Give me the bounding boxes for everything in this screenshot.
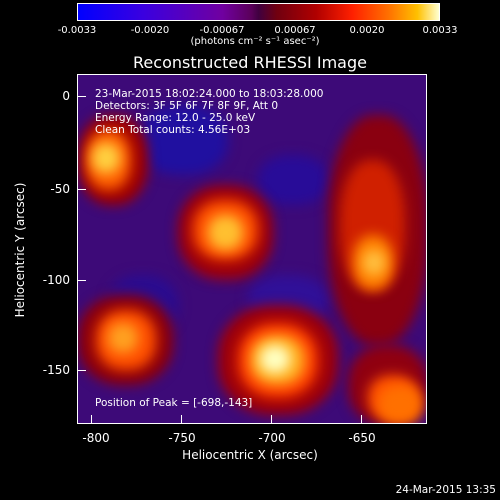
time-range-text: 23-Mar-2015 18:02:24.000 to 18:03:28.000 <box>95 88 324 100</box>
x-tick <box>181 415 182 423</box>
x-tick <box>361 415 362 423</box>
colorbar-tick-label: 0.00067 <box>274 25 316 36</box>
colorbar-tick-label: 0.0033 <box>422 25 458 36</box>
y-tick <box>78 189 86 190</box>
emission-source <box>92 143 120 173</box>
x-tick <box>91 415 92 423</box>
y-tick-label: -150 <box>42 363 70 377</box>
energy-range-text: Energy Range: 12.0 - 25.0 keV <box>95 112 256 124</box>
y-tick-label: -50 <box>50 182 70 196</box>
x-tick <box>271 415 272 423</box>
peak-position-text: Position of Peak = [-698,-143] <box>95 397 253 409</box>
footer-timestamp: 24-Mar-2015 13:35 <box>395 484 496 496</box>
colorbar-unit: (photons cm⁻² s⁻¹ asec⁻²) <box>190 36 320 47</box>
low-emission-region <box>138 105 228 175</box>
detectors-text: Detectors: 3F 5F 6F 7F 8F 9F, Att 0 <box>95 100 279 112</box>
emission-source <box>363 250 385 275</box>
x-tick-label: -700 <box>258 431 286 445</box>
low-emission-region <box>258 155 328 205</box>
emission-peak <box>260 345 290 373</box>
image-plot <box>77 74 427 424</box>
clean-counts-text: Clean Total counts: 4.56E+03 <box>95 124 251 136</box>
emission-source <box>378 385 423 423</box>
x-tick-label: -750 <box>168 431 196 445</box>
y-tick <box>78 280 86 281</box>
x-tick-label: -800 <box>82 431 110 445</box>
colorbar-gradient <box>78 4 439 20</box>
colorbar-tick-label: -0.0033 <box>57 25 97 36</box>
colorbar <box>77 3 440 21</box>
emission-source <box>108 323 138 353</box>
image-title: Reconstructed RHESSI Image <box>133 53 367 72</box>
y-tick-label: 0 <box>62 89 70 103</box>
y-axis-label: Heliocentric Y (arcsec) <box>13 182 27 318</box>
colorbar-tick-label: -0.0020 <box>130 25 170 36</box>
y-tick <box>78 370 86 371</box>
emission-source <box>208 215 243 250</box>
y-tick-label: -100 <box>42 273 70 287</box>
x-tick-label: -650 <box>348 431 376 445</box>
colorbar-tick-label: 0.0020 <box>349 25 385 36</box>
x-axis-label: Heliocentric X (arcsec) <box>182 448 318 462</box>
y-tick <box>78 96 86 97</box>
colorbar-tick-label: -0.00067 <box>199 25 245 36</box>
